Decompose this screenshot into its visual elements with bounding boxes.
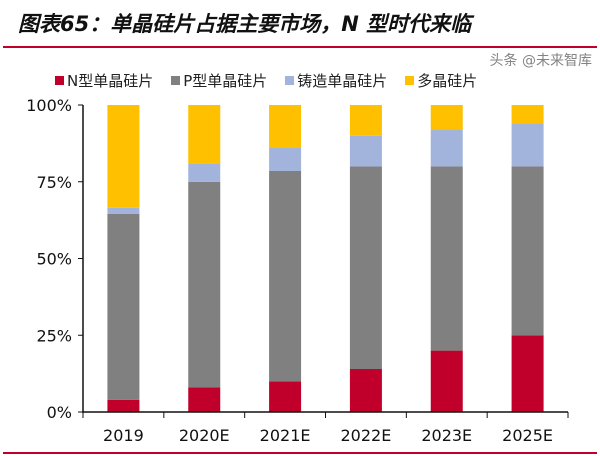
legend-swatch xyxy=(171,76,181,85)
y-tick-label: 50% xyxy=(36,250,72,269)
bar-segment xyxy=(269,171,302,382)
y-tick-label: 75% xyxy=(36,173,72,192)
watermark: 头条 @未来智库 xyxy=(489,53,592,69)
x-tick-label: 2020E xyxy=(179,426,230,445)
bar-segment xyxy=(349,135,382,167)
y-tick-label: 25% xyxy=(36,326,72,345)
bar-segment xyxy=(107,399,140,412)
bar-segment xyxy=(511,123,544,167)
legend-label: N型单晶硅片 xyxy=(67,72,154,90)
legend-label: P型单晶硅片 xyxy=(183,72,268,90)
bar-segment xyxy=(107,207,140,214)
bar-segment xyxy=(511,105,544,124)
legend-swatch xyxy=(285,76,295,85)
bar-segment xyxy=(188,387,221,412)
bar-segment xyxy=(188,163,221,182)
y-tick-label: 100% xyxy=(26,96,72,115)
x-tick-label: 2025E xyxy=(502,426,553,445)
legend: N型单晶硅片 P型单晶硅片 铸造单晶硅片 多晶硅片 xyxy=(55,70,477,91)
bar-segment xyxy=(349,369,382,412)
bar-segment xyxy=(269,105,302,148)
y-tick-label: 0% xyxy=(47,403,72,422)
bottom-rule xyxy=(3,452,597,454)
legend-label: 铸造单晶硅片 xyxy=(297,72,388,90)
bar-segment xyxy=(430,350,463,412)
chart-title: 图表65：单晶硅片占据主要市场，N 型时代来临 xyxy=(18,12,472,36)
bar-segment xyxy=(349,166,382,370)
x-tick-label: 2021E xyxy=(260,426,311,445)
x-tick-label: 2022E xyxy=(341,426,392,445)
legend-item: 铸造单晶硅片 xyxy=(285,70,387,91)
bar-segment xyxy=(349,105,382,136)
bar-segment xyxy=(107,213,140,400)
bar-segment xyxy=(430,166,463,351)
bar-segment xyxy=(430,105,463,130)
bar-segment xyxy=(511,166,544,336)
bar-segment xyxy=(188,105,221,164)
title-rule xyxy=(3,46,597,48)
legend-item: N型单晶硅片 xyxy=(55,70,153,91)
legend-item: P型单晶硅片 xyxy=(171,70,267,91)
bar-segment xyxy=(269,381,302,412)
x-tick-label: 2023E xyxy=(421,426,472,445)
bar-segment xyxy=(188,181,221,388)
legend-swatch xyxy=(55,76,64,85)
legend-label: 多晶硅片 xyxy=(417,72,478,90)
legend-item: 多晶硅片 xyxy=(405,70,477,91)
x-tick-label: 2019 xyxy=(103,426,144,445)
bar-segment xyxy=(107,105,140,208)
legend-swatch xyxy=(405,76,415,85)
bar-segment xyxy=(430,129,463,167)
bar-segment xyxy=(511,335,544,412)
bar-segment xyxy=(269,147,302,172)
